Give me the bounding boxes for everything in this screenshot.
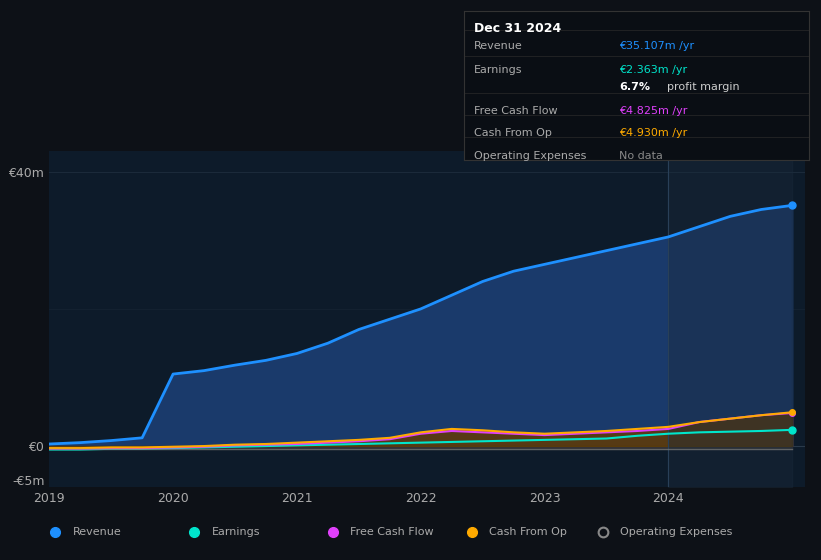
Text: €4.930m /yr: €4.930m /yr [619, 128, 687, 138]
Text: Free Cash Flow: Free Cash Flow [475, 106, 557, 116]
Text: Operating Expenses: Operating Expenses [475, 151, 586, 161]
Text: 6.7%: 6.7% [619, 82, 650, 92]
Text: Earnings: Earnings [211, 527, 260, 537]
Text: Free Cash Flow: Free Cash Flow [351, 527, 434, 537]
Text: Revenue: Revenue [475, 41, 523, 51]
Text: €2.363m /yr: €2.363m /yr [619, 64, 687, 74]
Text: Cash From Op: Cash From Op [475, 128, 552, 138]
Text: profit margin: profit margin [667, 82, 740, 92]
Text: Revenue: Revenue [72, 527, 122, 537]
Text: Earnings: Earnings [475, 64, 523, 74]
Text: Operating Expenses: Operating Expenses [621, 527, 733, 537]
Text: Dec 31 2024: Dec 31 2024 [475, 22, 562, 35]
Text: Cash From Op: Cash From Op [489, 527, 567, 537]
Text: No data: No data [619, 151, 663, 161]
Text: €35.107m /yr: €35.107m /yr [619, 41, 695, 51]
Text: €4.825m /yr: €4.825m /yr [619, 106, 687, 116]
